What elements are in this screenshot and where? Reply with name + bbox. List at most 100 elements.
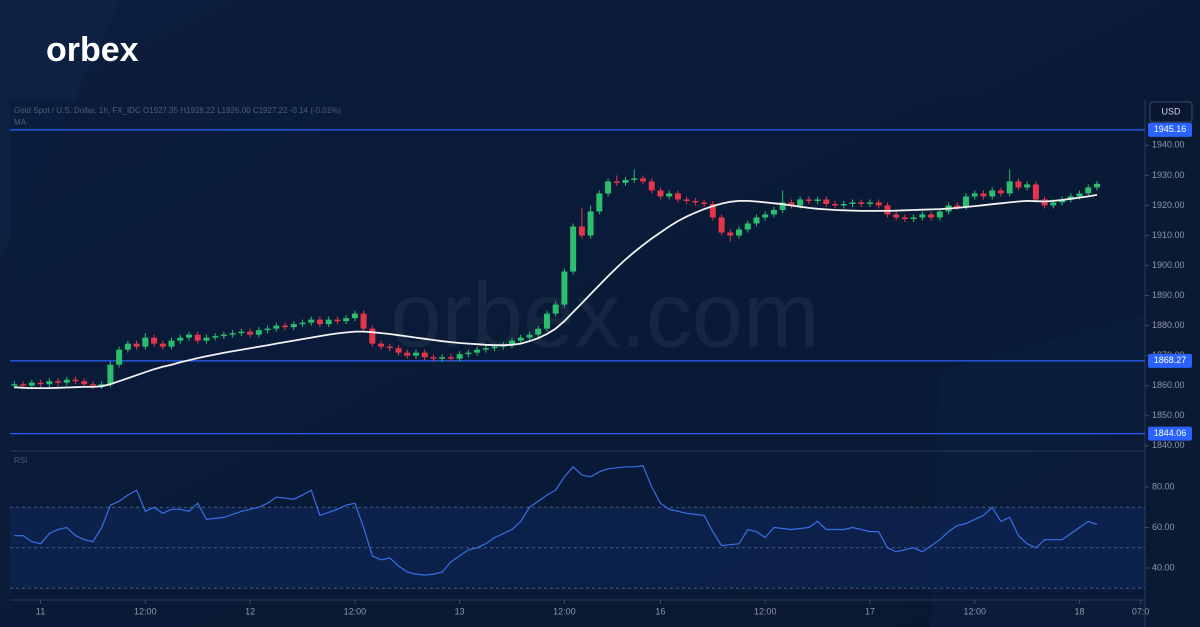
y-tick-label: 1940.00 <box>1152 140 1185 150</box>
candle-body <box>456 354 463 359</box>
y-tick-label: 1890.00 <box>1152 290 1185 300</box>
candle-body <box>55 381 62 383</box>
candle-body <box>369 328 376 344</box>
candle-body <box>203 337 210 341</box>
candle-body <box>901 217 908 219</box>
rsi-tick-label: 40.00 <box>1152 562 1175 572</box>
candle-body <box>1085 187 1092 194</box>
candle-body <box>1093 183 1100 188</box>
candle-body <box>212 336 219 338</box>
x-tick-label: 12:00 <box>344 606 367 616</box>
candle-body <box>360 313 367 329</box>
candle-body <box>578 226 585 236</box>
candle-body <box>273 325 280 329</box>
rsi-tick-label: 60.00 <box>1152 522 1175 532</box>
y-tick-label: 1930.00 <box>1152 170 1185 180</box>
y-tick-label: 1850.00 <box>1152 410 1185 420</box>
candle-body <box>753 217 760 224</box>
candle-body <box>220 334 227 337</box>
x-tick-label: 16 <box>655 606 665 616</box>
candle-body <box>28 382 35 386</box>
candle-body <box>543 313 550 329</box>
candle-body <box>81 381 88 385</box>
candle-body <box>1041 199 1048 206</box>
candle-body <box>683 199 690 201</box>
x-tick-label: 12:00 <box>134 606 157 616</box>
candle-body <box>343 318 350 322</box>
level-label: 1945.16 <box>1154 124 1187 134</box>
candle-body <box>570 226 577 272</box>
candle-body <box>762 214 769 218</box>
candle-body <box>814 199 821 201</box>
level-label: 1868.27 <box>1154 355 1187 365</box>
currency-label: USD <box>1161 106 1181 116</box>
y-tick-label: 1880.00 <box>1152 320 1185 330</box>
candle-body <box>465 352 472 355</box>
candle-body <box>674 193 681 200</box>
candle-body <box>788 202 795 206</box>
candle-body <box>264 328 271 331</box>
y-tick-label: 1860.00 <box>1152 380 1185 390</box>
candle-body <box>858 202 865 204</box>
x-tick-label: 18 <box>1075 606 1085 616</box>
candle-body <box>797 199 804 206</box>
y-tick-label: 1910.00 <box>1152 230 1185 240</box>
candle-body <box>718 217 725 233</box>
candle-body <box>866 202 873 204</box>
candle-body <box>1076 193 1083 197</box>
candle-body <box>159 343 166 347</box>
candle-body <box>20 384 27 386</box>
candle-body <box>823 199 830 204</box>
candle-body <box>535 328 542 335</box>
x-tick-label: 17 <box>865 606 875 616</box>
candle-body <box>316 319 323 325</box>
candle-body <box>72 379 79 382</box>
level-tag <box>1148 122 1192 137</box>
currency-box[interactable] <box>1149 101 1193 123</box>
y-tick-label: 1840.00 <box>1152 440 1185 450</box>
candle-body <box>185 334 192 338</box>
candle-body <box>1024 184 1031 188</box>
candle-body <box>561 271 568 305</box>
level-label: 1844.06 <box>1154 428 1187 438</box>
candle-body <box>1050 202 1057 206</box>
candle-body <box>491 346 498 349</box>
plot-area <box>10 100 1145 600</box>
candle-body <box>133 343 140 347</box>
candle-body <box>509 340 516 346</box>
candle-body <box>631 178 638 180</box>
candle-body <box>395 348 402 353</box>
candle-body <box>247 331 254 335</box>
candle-body <box>805 199 812 201</box>
candle-body <box>613 181 620 183</box>
candle-body <box>107 364 114 385</box>
candle-body <box>63 379 70 383</box>
candle-body <box>430 357 437 359</box>
candle-body <box>351 313 358 319</box>
y-tick-label: 1900.00 <box>1152 260 1185 270</box>
level-tag <box>1148 353 1192 368</box>
candle-body <box>657 190 664 197</box>
rsi-band <box>10 507 1145 589</box>
candle-body <box>194 334 201 341</box>
candle-body <box>875 202 882 206</box>
rsi-tick-label: 80.00 <box>1152 481 1175 491</box>
ma-label: MA <box>14 118 27 127</box>
candle-body <box>290 324 297 328</box>
candle-body <box>37 382 44 385</box>
candle-body <box>849 202 856 204</box>
candle-body <box>709 203 716 218</box>
candle-body <box>989 190 996 197</box>
candle-body <box>255 330 262 335</box>
plot-layer: 1840.001850.001860.001870.001880.001890.… <box>10 122 1192 616</box>
candle-body <box>299 322 306 325</box>
candle-body <box>587 211 594 236</box>
candle-body <box>605 181 612 194</box>
candle-body <box>971 193 978 197</box>
candle-body <box>229 333 236 335</box>
x-tick-label: 07:0 <box>1132 606 1150 616</box>
candle-body <box>770 209 777 215</box>
candle-body <box>893 214 900 218</box>
candle-body <box>447 357 454 359</box>
